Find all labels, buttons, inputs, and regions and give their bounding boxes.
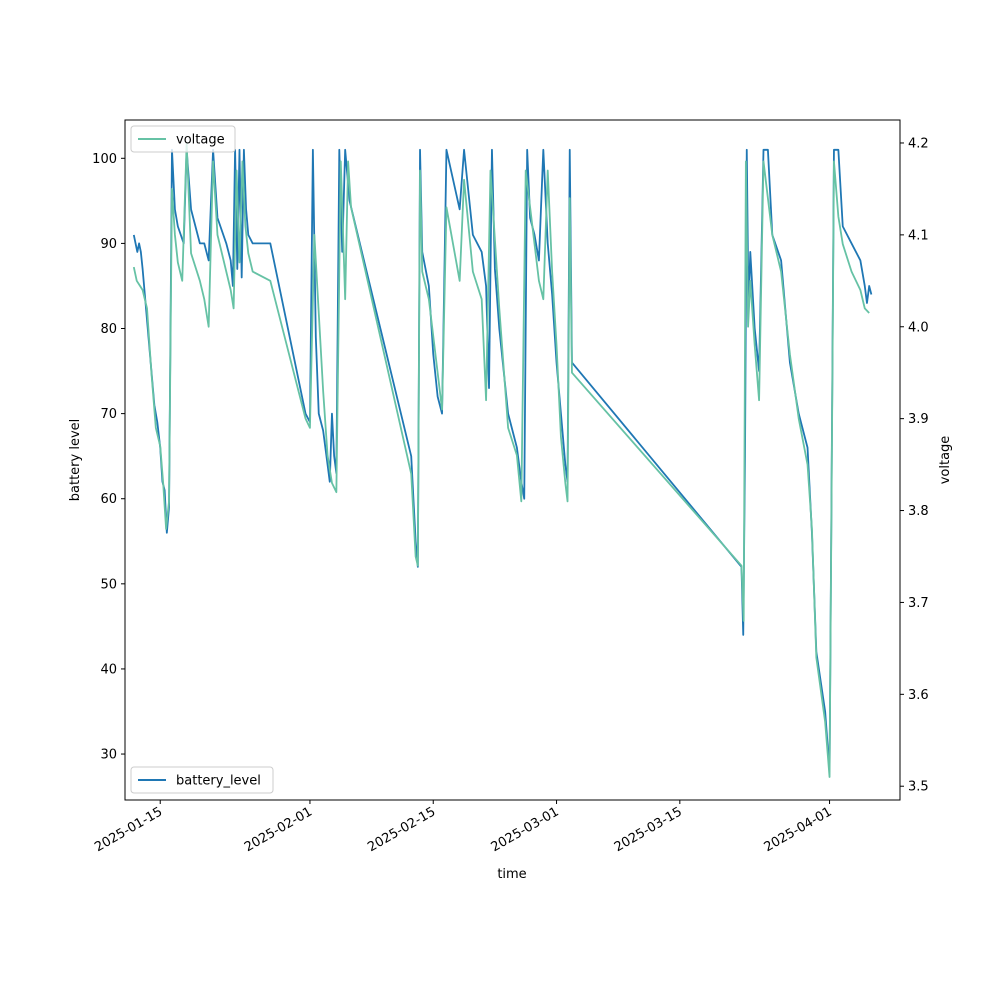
y-left-tick-label: 60: [100, 492, 117, 507]
y-left-tick-label: 40: [100, 662, 117, 677]
y-axis-left-title: battery level: [68, 419, 83, 502]
x-axis-title: time: [497, 867, 526, 882]
y-right-tick-label: 4.2: [908, 136, 929, 151]
y-right-tick-label: 3.5: [908, 780, 929, 795]
y-axis-right-title: voltage: [938, 436, 953, 485]
legend-battery-level-label: battery_level: [176, 774, 261, 789]
legend-voltage-label: voltage: [176, 133, 225, 148]
plot-frame: [124, 119, 901, 801]
series-line-voltage: [132, 142, 870, 778]
y-left-tick-label: 80: [100, 322, 117, 337]
y-left-tick-label: 30: [100, 748, 117, 763]
y-axis-left: 30 40 50 60 70 80 90 100: [92, 152, 125, 763]
y-right-tick-label: 4.1: [908, 228, 929, 243]
y-left-tick-label: 90: [100, 237, 117, 252]
y-left-tick-label: 50: [100, 577, 117, 592]
legend-battery-level-box: [130, 766, 274, 794]
legend-voltage: voltage: [130, 125, 236, 153]
y-right-tick-label: 3.6: [908, 688, 929, 703]
y-left-tick-label: 70: [100, 407, 117, 422]
y-right-tick-label: 3.7: [908, 596, 929, 611]
legend-battery-level: battery_level: [130, 766, 274, 794]
y-left-tick-label: 100: [92, 152, 117, 167]
y-right-tick-label: 3.9: [908, 412, 929, 427]
legend-voltage-box: [130, 125, 236, 153]
y-axis-right: 3.5 3.6 3.7 3.8 3.9 4.0 4.1 4.2: [900, 136, 929, 795]
y-right-tick-label: 3.8: [908, 504, 929, 519]
y-right-tick-label: 4.0: [908, 320, 929, 335]
series-layer: [132, 142, 873, 778]
